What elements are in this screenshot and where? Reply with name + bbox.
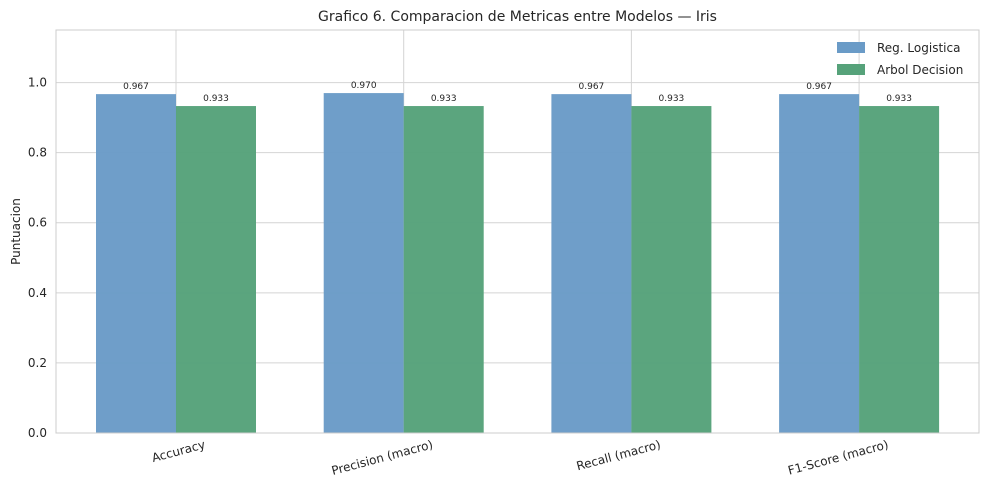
bar-value-label: 0.933 [659, 94, 685, 104]
legend: Reg. Logistica Arbol Decision [837, 41, 963, 77]
x-tick-label: Accuracy [150, 437, 207, 465]
legend-label: Arbol Decision [877, 63, 963, 77]
bar [779, 94, 860, 433]
data-labels: 0.967 0.933 0.970 0.933 0.967 0.933 0.967 0.933 [123, 81, 912, 104]
x-tick-label: Precision (macro) [330, 437, 434, 478]
y-tick-label: 0.0 [28, 426, 47, 440]
bar [176, 106, 256, 434]
y-tick-label: 0.6 [28, 216, 47, 230]
legend-swatch [837, 42, 865, 53]
bars [96, 93, 940, 434]
bar-value-label: 0.933 [431, 94, 457, 104]
bar-value-label: 0.933 [886, 94, 912, 104]
y-tick-label: 0.8 [28, 146, 47, 160]
bar-value-label: 0.970 [351, 81, 377, 91]
bar [96, 94, 176, 433]
bar [323, 93, 404, 434]
x-tick-label: F1-Score (macro) [786, 437, 889, 477]
bar [631, 106, 712, 434]
bar [403, 106, 484, 434]
y-tick-label: 0.4 [28, 286, 47, 300]
chart-title: Grafico 6. Comparacion de Metricas entre… [318, 9, 717, 25]
y-axis-label: Puntuacion [9, 198, 23, 265]
y-tick-label: 1.0 [28, 76, 47, 90]
bar-value-label: 0.967 [579, 82, 605, 92]
plot-frame [55, 29, 980, 434]
bar [551, 94, 632, 433]
y-tick-label: 0.2 [28, 356, 47, 370]
bar-value-label: 0.967 [123, 82, 149, 92]
legend-swatch [837, 64, 865, 75]
legend-label: Reg. Logistica [877, 41, 960, 55]
bar [859, 106, 940, 434]
bar-value-label: 0.967 [806, 82, 832, 92]
bar-value-label: 0.933 [203, 94, 229, 104]
x-tick-label: Recall (macro) [575, 437, 662, 473]
